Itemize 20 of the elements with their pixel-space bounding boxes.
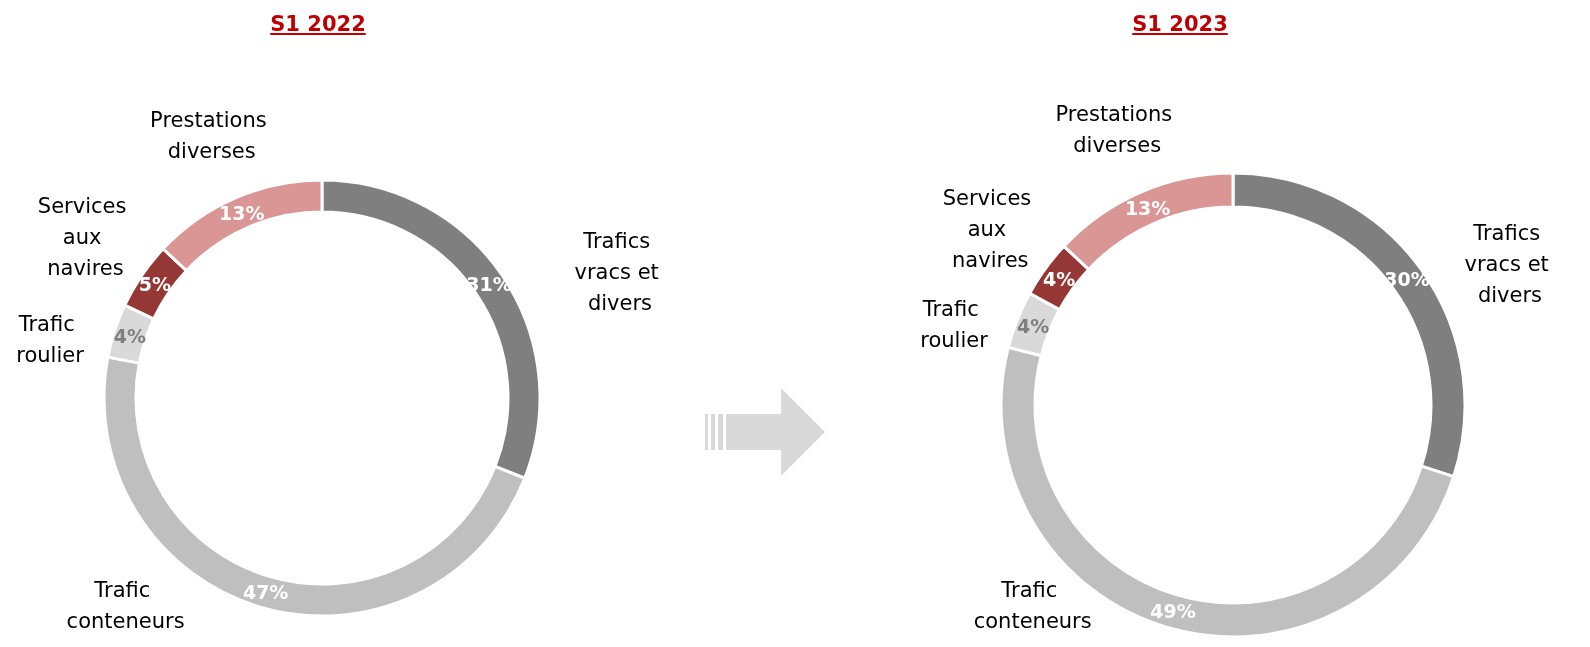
data-label: 49% bbox=[1150, 600, 1196, 623]
data-label: 4% bbox=[1042, 267, 1076, 290]
slice-label: Trafic conteneurs bbox=[66, 577, 185, 633]
slice-label: Trafic roulier bbox=[16, 312, 85, 368]
data-label: 5% bbox=[138, 273, 172, 296]
data-label: 4% bbox=[113, 324, 147, 347]
data-label: 13% bbox=[219, 201, 265, 224]
data-label: 47% bbox=[242, 580, 289, 603]
slice-label: Trafic conteneurs bbox=[973, 577, 1092, 633]
slice-label: Trafics vracs et divers bbox=[1464, 220, 1556, 307]
chart-title: S1 2022 bbox=[270, 12, 366, 36]
slice-label: Prestations diverses bbox=[150, 108, 267, 164]
data-label: 13% bbox=[1124, 196, 1171, 219]
slice-label: Prestations diverses bbox=[1055, 102, 1173, 158]
slice-label: Trafics vracs et divers bbox=[574, 229, 666, 316]
chart-title: S1 2023 bbox=[1132, 12, 1228, 36]
slice-label: Services aux navires bbox=[942, 185, 1038, 272]
slice-label: Trafic roulier bbox=[920, 297, 989, 353]
data-label: 4% bbox=[1016, 314, 1050, 337]
slice-label: Services aux navires bbox=[37, 194, 134, 281]
